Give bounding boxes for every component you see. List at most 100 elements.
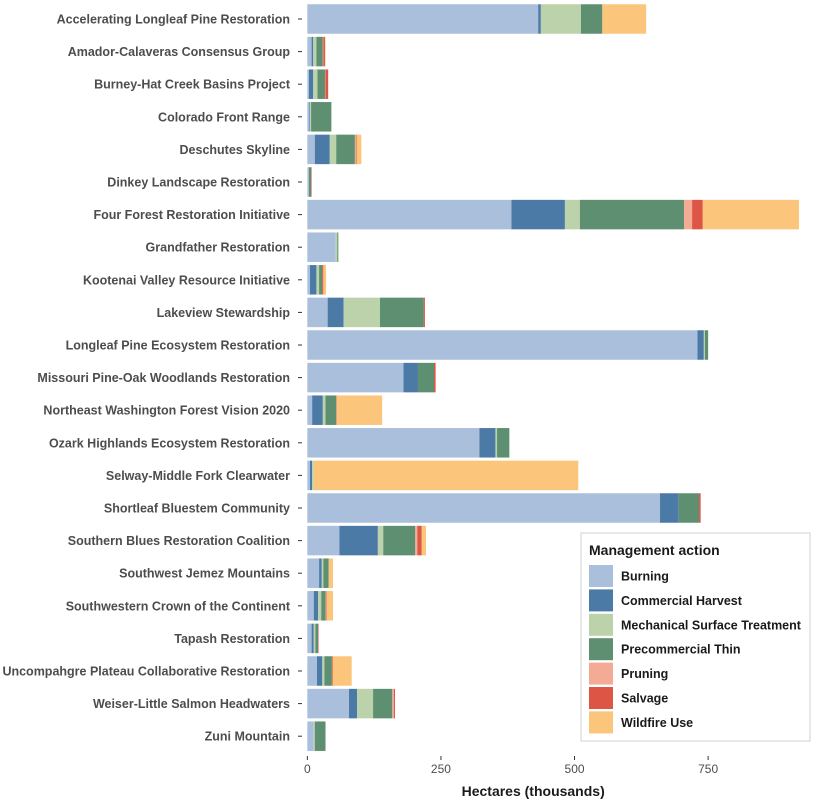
bar-weiser-little-salmon-headwaters-burning <box>307 688 350 719</box>
bar-uncompahgre-plateau-collaborative-restoration-wildfire-use <box>332 656 352 686</box>
bar-uncompahgre-plateau-collaborative-restoration-burning <box>307 656 317 686</box>
bar-accelerating-longleaf-pine-restoration-commercial-harvest <box>538 4 541 34</box>
bar-burney-hat-creek-basins-project-precommercial-thin <box>317 69 325 99</box>
bar-southern-blues-restoration-coalition-burning <box>307 525 340 556</box>
bar-weiser-little-salmon-headwaters-pruning <box>392 688 394 719</box>
y-tick-label: Southern Blues Restoration Coalition <box>68 534 290 548</box>
bar-four-forest-restoration-initiative-burning <box>307 199 512 230</box>
y-tick-label: Tapash Restoration <box>174 632 290 646</box>
legend-swatch-salvage <box>589 687 613 709</box>
bars-layer <box>307 4 799 751</box>
bar-colorado-front-range-mechanical-surface-treatment <box>310 102 312 132</box>
y-tick-label: Deschutes Skyline <box>180 143 291 157</box>
bar-uncompahgre-plateau-collaborative-restoration-mechanical-surface-treatment <box>322 656 325 686</box>
bar-southwestern-crown-of-the-continent-pruning <box>325 591 327 621</box>
legend-label-burning: Burning <box>621 570 669 584</box>
legend-label-precommercial-thin: Precommercial Thin <box>621 643 741 657</box>
bar-deschutes-skyline-mechanical-surface-treatment <box>329 134 337 165</box>
y-tick-label: Weiser-Little Salmon Headwaters <box>93 697 290 711</box>
legend-swatch-mechanical-surface-treatment <box>589 613 613 636</box>
bar-shortleaf-bluestem-community-commercial-harvest <box>660 493 679 523</box>
bar-kootenai-valley-resource-initiative-precommercial-thin <box>319 265 323 295</box>
bar-selway-middle-fork-clearwater-wildfire-use <box>313 460 579 491</box>
bar-deschutes-skyline-burning <box>307 134 315 165</box>
bar-colorado-front-range-burning <box>307 102 310 132</box>
bar-burney-hat-creek-basins-project-salvage <box>325 69 329 99</box>
bar-accelerating-longleaf-pine-restoration-precommercial-thin <box>580 4 603 34</box>
bar-longleaf-pine-ecosystem-restoration-mechanical-surface-treatment <box>703 330 705 360</box>
bar-weiser-little-salmon-headwaters-salvage <box>393 688 395 719</box>
legend-label-mechanical-surface-treatment: Mechanical Surface Treatment <box>621 618 802 632</box>
bar-tapash-restoration-mechanical-surface-treatment <box>313 623 316 654</box>
bar-southern-blues-restoration-coalition-precommercial-thin <box>383 525 416 556</box>
bar-selway-middle-fork-clearwater-mechanical-surface-treatment <box>312 460 314 491</box>
bar-northeast-washington-forest-vision-2020-salvage <box>336 395 337 425</box>
bar-tapash-restoration-salvage <box>318 623 319 654</box>
bar-grandfather-restoration-mechanical-surface-treatment <box>335 232 338 262</box>
bar-ozark-highlands-ecosystem-restoration-precommercial-thin <box>497 428 510 458</box>
y-tick-label: Missouri Pine-Oak Woodlands Restoration <box>37 371 290 385</box>
bar-kootenai-valley-resource-initiative-wildfire-use <box>323 265 327 295</box>
bar-longleaf-pine-ecosystem-restoration-commercial-harvest <box>697 330 704 360</box>
bar-deschutes-skyline-wildfire-use <box>356 134 362 165</box>
y-tick-label: Grandfather Restoration <box>146 241 290 255</box>
bar-ozark-highlands-ecosystem-restoration-commercial-harvest <box>479 428 496 458</box>
bar-southern-blues-restoration-coalition-wildfire-use <box>421 525 426 556</box>
bar-dinkey-landscape-restoration-precommercial-thin <box>308 167 312 197</box>
bar-amador-calaveras-consensus-group-wildfire-use <box>324 36 326 67</box>
bar-burney-hat-creek-basins-project-pruning <box>324 69 326 99</box>
bar-deschutes-skyline-commercial-harvest <box>314 134 330 165</box>
bar-four-forest-restoration-initiative-precommercial-thin <box>579 199 685 230</box>
bar-weiser-little-salmon-headwaters-mechanical-surface-treatment <box>357 688 374 719</box>
bar-lakeview-stewardship-precommercial-thin <box>380 297 424 328</box>
bar-dinkey-landscape-restoration-burning <box>307 167 309 197</box>
legend-swatch-commercial-harvest <box>589 589 613 612</box>
bar-southwestern-crown-of-the-continent-mechanical-surface-treatment <box>318 591 322 621</box>
bar-weiser-little-salmon-headwaters-commercial-harvest <box>349 688 358 719</box>
bar-four-forest-restoration-initiative-wildfire-use <box>702 199 799 230</box>
bar-northeast-washington-forest-vision-2020-mechanical-surface-treatment <box>322 395 326 425</box>
bar-kootenai-valley-resource-initiative-mechanical-surface-treatment <box>316 265 320 295</box>
bar-tapash-restoration-commercial-harvest <box>311 623 314 654</box>
y-tick-label: Southwest Jemez Mountains <box>119 567 290 581</box>
legend-label-pruning: Pruning <box>621 667 668 681</box>
y-tick-label: Lakeview Stewardship <box>157 306 291 320</box>
bar-zuni-mountain-burning <box>307 721 314 751</box>
legend-swatch-precommercial-thin <box>589 638 613 661</box>
bar-southern-blues-restoration-coalition-mechanical-surface-treatment <box>377 525 384 556</box>
bar-southwestern-crown-of-the-continent-burning <box>307 591 314 621</box>
bar-southwest-jemez-mountains-mechanical-surface-treatment <box>321 558 324 588</box>
y-tick-label: Amador-Calaveras Consensus Group <box>68 45 291 59</box>
x-tick-label: 0 <box>304 762 311 776</box>
bar-dinkey-landscape-restoration-salvage <box>311 167 312 197</box>
y-axis: Accelerating Longleaf Pine Restoration Am… <box>2 13 302 744</box>
bar-colorado-front-range-precommercial-thin <box>311 102 332 132</box>
bar-southern-blues-restoration-coalition-pruning <box>415 525 418 556</box>
bar-shortleaf-bluestem-community-salvage <box>699 493 701 523</box>
bar-northeast-washington-forest-vision-2020-precommercial-thin <box>325 395 337 425</box>
bar-southwest-jemez-mountains-precommercial-thin <box>323 558 329 588</box>
legend-label-commercial-harvest: Commercial Harvest <box>621 594 743 608</box>
bar-zuni-mountain-precommercial-thin <box>314 721 326 751</box>
bar-uncompahgre-plateau-collaborative-restoration-pruning <box>331 656 333 686</box>
bar-selway-middle-fork-clearwater-burning <box>307 460 311 491</box>
bar-southwest-jemez-mountains-wildfire-use <box>328 558 333 588</box>
bar-lakeview-stewardship-mechanical-surface-treatment <box>343 297 381 328</box>
bar-shortleaf-bluestem-community-burning <box>307 493 661 523</box>
bar-four-forest-restoration-initiative-mechanical-surface-treatment <box>564 199 580 230</box>
bar-uncompahgre-plateau-collaborative-restoration-salvage <box>332 656 333 686</box>
y-tick-label: Colorado Front Range <box>158 110 290 124</box>
bar-four-forest-restoration-initiative-commercial-harvest <box>511 199 565 230</box>
y-tick-label: Selway-Middle Fork Clearwater <box>106 469 290 483</box>
x-axis: 0 250 500 750 <box>304 756 718 776</box>
bar-longleaf-pine-ecosystem-restoration-precommercial-thin <box>704 330 709 360</box>
bar-missouri-pine-oak-woodlands-restoration-commercial-harvest <box>403 362 418 393</box>
bar-selway-middle-fork-clearwater-commercial-harvest <box>310 460 313 491</box>
legend-title: Management action <box>589 542 720 558</box>
bar-amador-calaveras-consensus-group-pruning <box>322 36 324 67</box>
bar-amador-calaveras-consensus-group-commercial-harvest <box>311 36 314 67</box>
bar-northeast-washington-forest-vision-2020-burning <box>307 395 313 425</box>
legend-swatch-wildfire-use <box>589 711 613 734</box>
bar-four-forest-restoration-initiative-salvage <box>692 199 703 230</box>
bar-northeast-washington-forest-vision-2020-wildfire-use <box>336 395 383 425</box>
